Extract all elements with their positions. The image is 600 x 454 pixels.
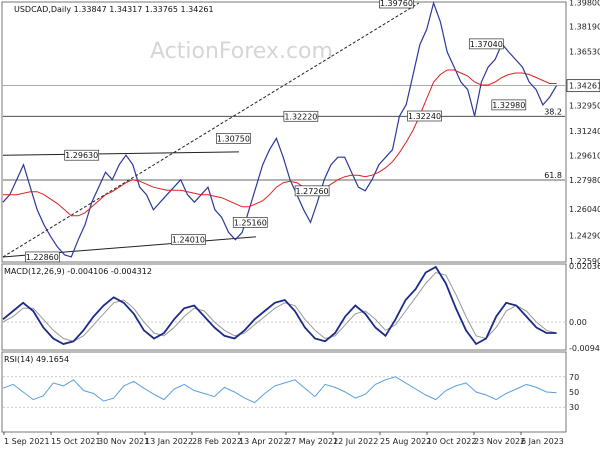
price-title: USDCAD,Daily 1.33847 1.34317 1.33765 1.3…: [14, 5, 214, 14]
trendline: [2, 2, 420, 258]
price-tick-label: 1.38190: [569, 23, 600, 32]
level-label-box: [171, 234, 206, 246]
rsi-layer: [2, 376, 565, 408]
x-tick-label: 10 Oct 2022: [427, 437, 476, 446]
x-tick-label: 13 Apr 2022: [239, 437, 288, 446]
price-tick-label: 1.39800: [569, 0, 600, 7]
x-tick-label: 30 Nov 2021: [98, 437, 149, 446]
x-tick-label: 15 Oct 2021: [51, 437, 100, 446]
price-tick-label: 1.24290: [569, 231, 600, 240]
rsi-panel-frame: [1, 351, 567, 433]
level-label: 1.32980: [492, 101, 525, 110]
macd-layer: [2, 265, 565, 346]
level-label-box: [64, 149, 100, 161]
axis-layer: 1.39800 1.38190 1.36530 1.34261 1.32950 1.312…: [3, 0, 600, 446]
price-series: [2, 0, 558, 258]
macd-tick-label: -0.009438: [569, 344, 600, 353]
level-label-box: [283, 110, 319, 122]
rsi-tick-label: 70: [569, 373, 579, 382]
macd-series: [2, 265, 557, 346]
price-tick-label: 1.34261: [569, 82, 600, 91]
price-layer: 38.2 61.8 1.39760 1.37040 1.32980 1.32240 1.32…: [2, 0, 565, 263]
level-label: 1.29630: [65, 151, 98, 160]
level-label: 1.22860: [26, 253, 59, 262]
fib-label: 61.8: [544, 171, 562, 180]
level-label-box: [379, 0, 414, 9]
level-label-box: [491, 99, 527, 111]
level-label: 1.32220: [284, 112, 317, 121]
x-tick-label: 13 Jan 2022: [145, 437, 193, 446]
price-tick-label: 1.26040: [569, 205, 600, 214]
level-label: 1.37040: [470, 40, 503, 49]
price-tick-label: 1.31240: [569, 127, 600, 136]
price-tick-label: 1.22590: [569, 257, 600, 266]
x-tick-label: 25 Aug 2022: [380, 437, 431, 446]
macd-panel-frame: [1, 263, 567, 351]
rsi-title: RSI(14) 49.1654: [4, 355, 69, 364]
level-label-box: [407, 110, 442, 122]
price-tick-label: 1.32950: [569, 101, 600, 110]
macd-title: MACD(12,26,9) -0.004106 -0.004312: [4, 267, 152, 276]
level-label: 1.27260: [296, 187, 329, 196]
x-tick-label: 12 Jul 2022: [333, 437, 378, 446]
last-price-box: [566, 79, 600, 93]
x-tick-label: 27 May 2022: [286, 437, 338, 446]
fib-label: 38.2: [544, 107, 562, 116]
level-label: 1.25160: [234, 218, 267, 227]
x-tick-label: 23 Nov 2022: [474, 437, 525, 446]
level-label: 1.30750: [217, 134, 250, 143]
rsi-tick-label: 30: [569, 403, 579, 412]
price-panel-frame: [1, 1, 567, 263]
trendline: [2, 151, 240, 156]
level-label-box: [216, 133, 251, 144]
price-tick-label: 1.29610: [569, 152, 600, 161]
x-tick-label: 1 Sep 2021: [4, 437, 50, 446]
moving-average-series: [3, 69, 557, 217]
macd-tick-label: 0.02036: [569, 262, 600, 271]
price-tick-label: 1.27980: [569, 176, 600, 185]
level-label-box: [232, 217, 268, 228]
price-tick-label: 1.36530: [569, 48, 600, 57]
level-label-box: [468, 38, 504, 50]
x-tick-label: 6 Jan 2023: [521, 437, 564, 446]
rsi-series: [2, 376, 557, 404]
level-label: 1.39760: [380, 0, 413, 8]
rsi-tick-label: 50: [569, 388, 579, 397]
level-label: 1.32240: [408, 112, 441, 121]
macd-signal-series: [2, 271, 557, 342]
watermark: ActionForex.com: [150, 39, 333, 64]
level-label-box: [294, 185, 330, 197]
level-label-box: [24, 251, 60, 263]
level-label: 1.24010: [172, 236, 205, 245]
macd-tick-label: 0.00: [569, 318, 587, 327]
x-tick-label: 28 Feb 2022: [192, 437, 242, 446]
